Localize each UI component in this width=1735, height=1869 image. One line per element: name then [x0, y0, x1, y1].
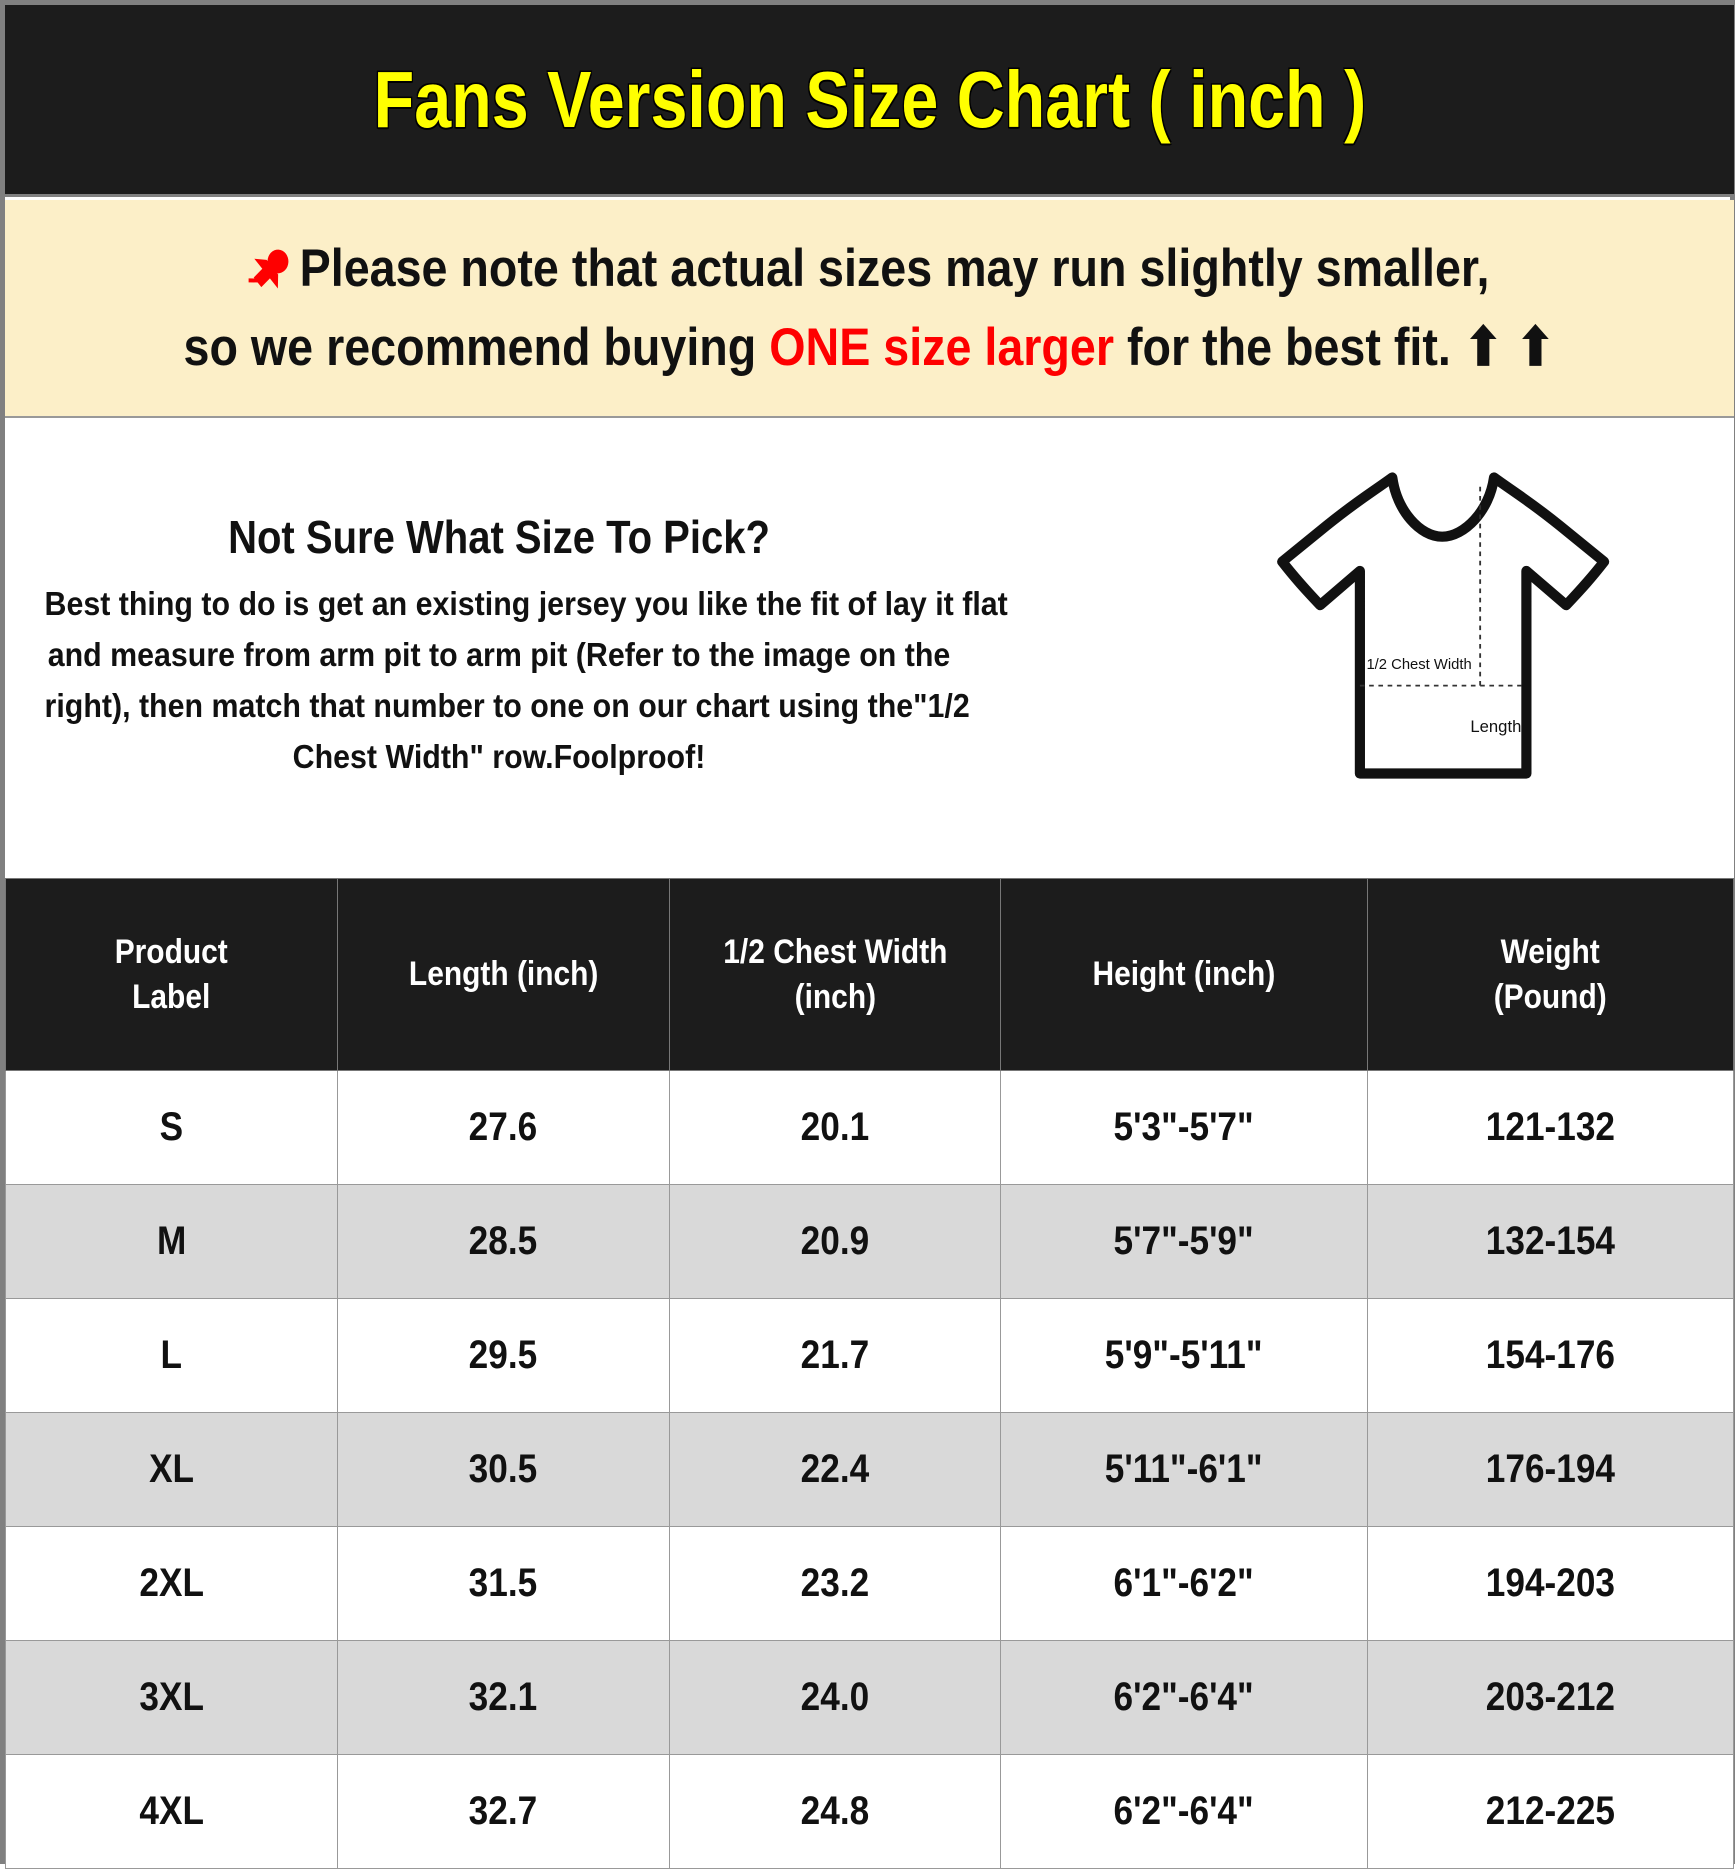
svg-text:1/2 Chest Width: 1/2 Chest Width — [1366, 657, 1471, 673]
svg-text:Length: Length — [1470, 717, 1521, 736]
